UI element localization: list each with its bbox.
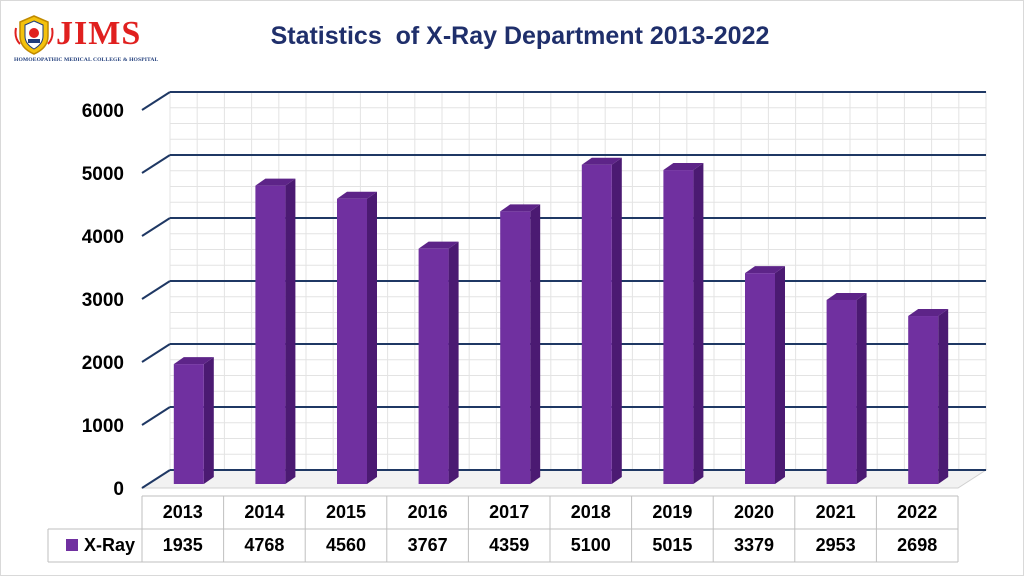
data-label: 3767 — [408, 535, 448, 555]
x-tick-label: 2019 — [652, 502, 692, 522]
y-tick-label: 6000 — [82, 101, 124, 122]
bar — [418, 241, 459, 484]
gridline-depth — [141, 343, 171, 363]
y-tick-label: 0 — [113, 479, 124, 500]
bar-front — [255, 185, 286, 484]
bar-top — [255, 178, 296, 186]
bar-side — [611, 157, 622, 484]
bar — [826, 292, 867, 484]
x-tick-label: 2015 — [326, 502, 366, 522]
chart-gridlines — [141, 91, 986, 489]
gridline-depth — [141, 217, 171, 237]
bar-front — [663, 170, 694, 484]
data-label: 4560 — [326, 535, 366, 555]
data-label: 1935 — [163, 535, 203, 555]
bar-top — [173, 357, 214, 365]
bar — [173, 357, 214, 484]
y-tick-label: 2000 — [82, 353, 124, 374]
chart-title: Statistics of X-Ray Department 2013-2022 — [270, 22, 770, 50]
y-axis-tick-labels: 0 1000 2000 3000 4000 5000 6000 — [82, 101, 124, 500]
chart-bars — [173, 157, 949, 484]
bar-side — [448, 241, 459, 484]
data-table: 2013 1935 2014 4768 2015 4560 2016 3767 2017 4359… — [47, 495, 959, 563]
gridline-depth — [141, 91, 171, 111]
y-tick-label: 5000 — [82, 164, 124, 185]
bar-front — [826, 299, 857, 484]
bar-top — [826, 292, 867, 300]
y-tick-label: 1000 — [82, 416, 124, 437]
y-tick-label: 4000 — [82, 227, 124, 248]
data-label: 4359 — [489, 535, 529, 555]
bar-side — [693, 163, 704, 484]
bar — [908, 309, 949, 484]
bar — [663, 163, 704, 484]
x-tick-label: 2020 — [734, 502, 774, 522]
gridline-depth — [141, 154, 171, 174]
bar-front — [908, 316, 939, 484]
bar-top — [581, 157, 622, 165]
data-label: 4768 — [244, 535, 284, 555]
legend-label: X-Ray — [84, 535, 135, 555]
college-emblem-icon — [14, 15, 54, 55]
x-tick-label: 2013 — [163, 502, 203, 522]
gridline-depth — [141, 280, 171, 300]
bar — [500, 204, 541, 484]
bar — [337, 191, 377, 484]
bar-top — [663, 163, 704, 171]
bar-side — [285, 178, 296, 484]
legend-swatch — [66, 539, 78, 551]
bar-top — [745, 266, 785, 274]
logo-subtitle: HOMOEOPATHIC MEDICAL COLLEGE & HOSPITAL — [14, 57, 159, 63]
bar-side — [938, 309, 949, 484]
data-label: 5015 — [652, 535, 692, 555]
bar-top — [337, 191, 377, 199]
bar-side — [775, 266, 785, 484]
bar-side — [530, 204, 541, 484]
bar — [581, 157, 622, 484]
x-tick-label: 2022 — [897, 502, 937, 522]
bar-side — [367, 191, 377, 484]
bar-front — [337, 198, 367, 484]
bar-front — [745, 273, 775, 484]
gridline-depth — [141, 406, 171, 426]
data-label: 2953 — [816, 535, 856, 555]
bar-side — [856, 292, 867, 484]
jims-logo: JIMS HOMOEOPATHIC MEDICAL COLLEGE & HOSP… — [14, 14, 174, 64]
x-tick-label: 2018 — [571, 502, 611, 522]
bar — [255, 178, 296, 484]
data-label: 5100 — [571, 535, 611, 555]
bar-side — [203, 357, 214, 484]
x-tick-label: 2017 — [489, 502, 529, 522]
x-tick-label: 2016 — [408, 502, 448, 522]
logo-name: JIMS — [56, 15, 142, 52]
bar-front — [173, 364, 204, 484]
bar-top — [500, 204, 541, 212]
x-tick-label: 2014 — [244, 502, 284, 522]
bar-front — [418, 248, 449, 484]
data-label: 3379 — [734, 535, 774, 555]
bar-front — [500, 211, 531, 484]
gridline-depth — [141, 469, 171, 489]
x-tick-label: 2021 — [816, 502, 856, 522]
bar — [745, 266, 785, 484]
bar-top — [418, 241, 459, 249]
data-label: 2698 — [897, 535, 937, 555]
y-tick-label: 3000 — [82, 290, 124, 311]
bar-front — [581, 164, 612, 484]
bar-top — [908, 309, 949, 317]
